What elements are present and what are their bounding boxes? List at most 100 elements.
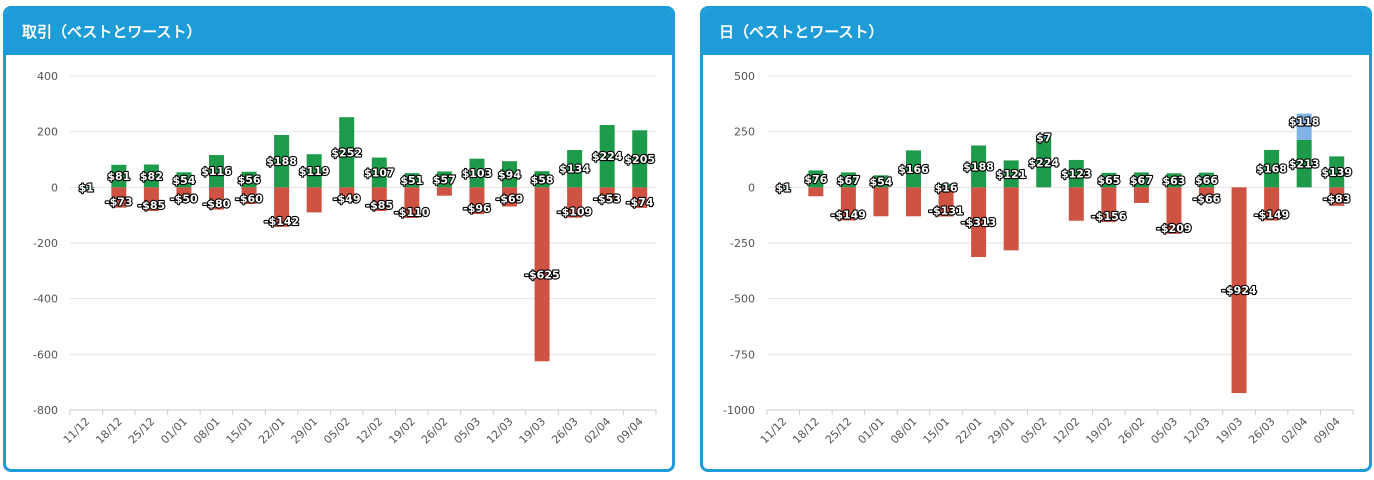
bar-worst[interactable] [1003,187,1019,251]
bar-worst[interactable] [1101,187,1117,223]
bar-worst[interactable] [371,187,387,211]
bar-worst[interactable] [873,187,889,217]
bar-best[interactable] [567,150,583,188]
x-tick-label: 19/03 [1214,415,1246,447]
bar-best[interactable] [436,171,452,188]
bar-best[interactable] [599,124,615,188]
bar-worst[interactable] [1329,187,1345,206]
bar-worst[interactable] [339,187,355,201]
data-label-worst: -$110 [394,206,430,219]
bar-worst[interactable] [209,187,224,210]
bar-worst[interactable] [502,187,517,207]
bar-best[interactable] [404,173,420,188]
x-tick-label: 29/01 [986,415,1018,447]
bar-worst[interactable] [1068,187,1084,221]
bar-best[interactable] [1264,149,1280,188]
bar-worst[interactable] [241,187,257,205]
bar-best[interactable] [469,158,485,188]
x-tick-label: 19/02 [1083,415,1115,447]
bar-worst[interactable] [534,187,550,362]
bar-worst[interactable] [906,187,921,217]
bar-highlight[interactable] [1036,135,1052,138]
bar-best[interactable] [840,172,856,188]
bar-worst[interactable] [306,187,322,213]
bar-worst[interactable] [274,187,290,227]
x-tick-label: 19/02 [386,415,418,447]
bar-best[interactable] [241,171,257,188]
data-label-best: $82 [140,170,163,183]
bar-worst[interactable] [469,187,485,215]
bar-best[interactable] [1296,139,1312,188]
data-label-best: $116 [201,165,232,178]
bar-best[interactable] [808,170,824,188]
x-tick-label: 26/02 [1116,415,1148,447]
bar-best[interactable] [176,172,192,188]
bar-worst[interactable] [938,187,954,217]
bar-worst[interactable] [840,187,856,221]
bar-worst[interactable] [808,187,824,197]
bar-worst[interactable] [567,187,583,218]
bar-worst[interactable] [599,187,615,203]
x-tick-label: 29/01 [289,415,321,447]
bar-worst[interactable] [1264,187,1280,221]
bar-highlight[interactable] [1296,113,1312,140]
x-tick-label: 05/02 [321,415,353,447]
bar-worst[interactable] [143,187,159,211]
data-label-worst: -$73 [105,196,133,209]
bar-worst[interactable] [1231,187,1247,394]
bar-worst[interactable] [1133,187,1149,203]
bar-worst[interactable] [404,187,420,218]
data-label-worst: -$49 [333,192,361,205]
bar-best[interactable] [78,187,94,189]
bar-worst[interactable] [436,187,452,196]
bar-best[interactable] [775,187,791,189]
bar-worst[interactable] [1199,187,1214,203]
bar-best[interactable] [1101,172,1117,188]
bar-best[interactable] [1036,137,1052,188]
bar-best[interactable] [938,183,954,188]
x-tick-label: 26/02 [419,415,451,447]
x-tick-label: 01/01 [158,415,190,447]
bar-best[interactable] [1133,172,1149,188]
bar-best[interactable] [971,145,987,188]
x-tick-label: 12/03 [484,415,516,447]
y-tick-label: 0 [51,181,58,194]
bar-best[interactable] [502,161,517,188]
data-label-worst: -$74 [626,196,654,209]
bar-best[interactable] [1166,173,1182,188]
bar-best[interactable] [371,157,387,188]
bar-best[interactable] [274,135,290,188]
data-label-best: $66 [1195,174,1218,187]
x-tick-label: 02/04 [1279,415,1311,447]
x-tick-label: 18/12 [93,415,125,447]
bar-worst[interactable] [176,187,192,202]
x-tick-label: 25/12 [126,415,158,447]
bar-best[interactable] [906,150,921,188]
y-tick-label: -750 [730,348,755,361]
data-label-best: $188 [963,160,994,173]
bar-best[interactable] [143,164,159,188]
bar-worst[interactable] [632,187,648,208]
x-tick-label: 12/02 [1051,415,1083,447]
data-label-worst: -$53 [593,192,621,205]
bar-best[interactable] [873,175,889,188]
bar-best[interactable] [1329,156,1345,188]
bar-best[interactable] [1068,159,1084,188]
bar-worst[interactable] [1166,187,1182,234]
bar-best[interactable] [306,154,322,188]
y-tick-label: 400 [37,70,58,83]
bar-worst[interactable] [111,187,127,208]
bar-best[interactable] [1003,160,1019,188]
bar-best[interactable] [632,130,648,188]
bar-best[interactable] [209,155,224,188]
bar-best[interactable] [111,164,127,188]
x-tick-label: 26/03 [1246,415,1278,447]
bar-best[interactable] [339,117,355,188]
bar-worst[interactable] [971,187,987,258]
data-label-worst: $7 [1036,131,1051,144]
bar-best[interactable] [1199,172,1214,188]
bar-best[interactable] [534,171,550,188]
data-label-worst: -$131 [928,205,963,218]
y-tick-label: -200 [33,237,58,250]
data-label-worst: -$109 [557,206,592,219]
